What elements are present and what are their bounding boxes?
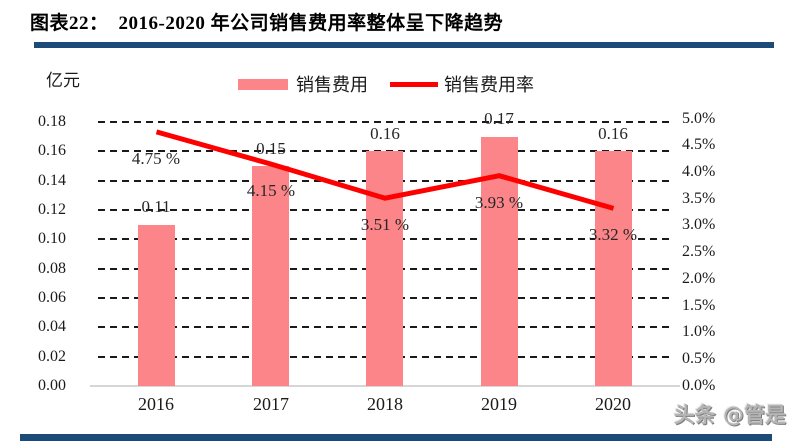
x-axis-line	[90, 385, 680, 387]
x-axis-label: 2017	[253, 394, 289, 414]
line-series	[155, 129, 615, 211]
line-value-label: 4.75 %	[131, 149, 181, 168]
bar-2018	[366, 151, 403, 386]
right-axis-tick: 3.5%	[682, 190, 716, 207]
right-axis-tick: 4.5%	[682, 136, 716, 153]
x-axis-label: 2016	[138, 394, 174, 414]
line-value-label: 3.32 %	[588, 225, 638, 244]
watermark: 头条 @管是	[673, 403, 786, 427]
left-axis-tick: 0.12	[38, 201, 66, 218]
x-axis-label: 2019	[481, 394, 517, 414]
bar-value-label: 0.15	[256, 139, 286, 158]
bar-value-label: 0.17	[484, 109, 514, 128]
right-axis-tick: 3.0%	[682, 216, 716, 233]
x-axis-label: 2018	[367, 394, 403, 414]
bar-2016	[138, 225, 175, 386]
left-axis-tick: 0.08	[38, 260, 66, 277]
bar-value-label: 0.16	[370, 124, 400, 143]
line-value-label: 3.51 %	[360, 215, 410, 234]
legend-bar-label: 销售费用	[296, 75, 368, 95]
line-value-label: 3.93 %	[474, 193, 524, 212]
left-axis-tick: 0.16	[38, 142, 66, 159]
right-axis-tick: 0.0%	[682, 377, 716, 394]
left-axis-tick: 0.14	[38, 172, 66, 189]
left-axis-tick: 0.04	[38, 318, 66, 335]
title-underline	[34, 42, 774, 48]
bottom-rule	[20, 434, 772, 441]
legend: 销售费用 销售费用率	[238, 71, 534, 97]
chart-index-label: 图表22：	[30, 13, 109, 34]
x-axis-label: 2020	[595, 394, 631, 414]
bar-2017	[252, 166, 289, 386]
bar-2020	[595, 151, 632, 386]
right-axis-tick: 1.0%	[682, 323, 716, 340]
legend-bar-swatch	[238, 78, 288, 90]
right-axis-tick: 5.0%	[682, 110, 716, 127]
line-value-label: 4.15 %	[246, 181, 296, 200]
left-axis-tick: 0.10	[38, 230, 66, 247]
bar-value-label: 0.16	[598, 124, 628, 143]
left-axis-tick: 0.00	[38, 377, 66, 394]
legend-line-label: 销售费用率	[444, 75, 534, 95]
left-axis-tick: 0.18	[38, 113, 66, 130]
right-axis-tick: 2.5%	[682, 243, 716, 260]
left-axis-tick: 0.02	[38, 348, 66, 365]
left-axis-unit-label: 亿元	[46, 71, 80, 90]
right-axis-tick: 1.5%	[682, 297, 716, 314]
legend-line-swatch	[390, 81, 438, 87]
right-axis-tick: 0.5%	[682, 350, 716, 367]
page-title: 图表22： 2016-2020 年公司销售费用率整体呈下降趋势	[30, 8, 503, 35]
bar-value-label: 0.11	[141, 197, 171, 216]
right-axis-tick: 2.0%	[682, 270, 716, 287]
left-axis-tick: 0.06	[38, 289, 66, 306]
chart-title-text: 2016-2020 年公司销售费用率整体呈下降趋势	[118, 13, 504, 34]
gridline	[98, 121, 670, 123]
right-axis-tick: 4.0%	[682, 163, 716, 180]
